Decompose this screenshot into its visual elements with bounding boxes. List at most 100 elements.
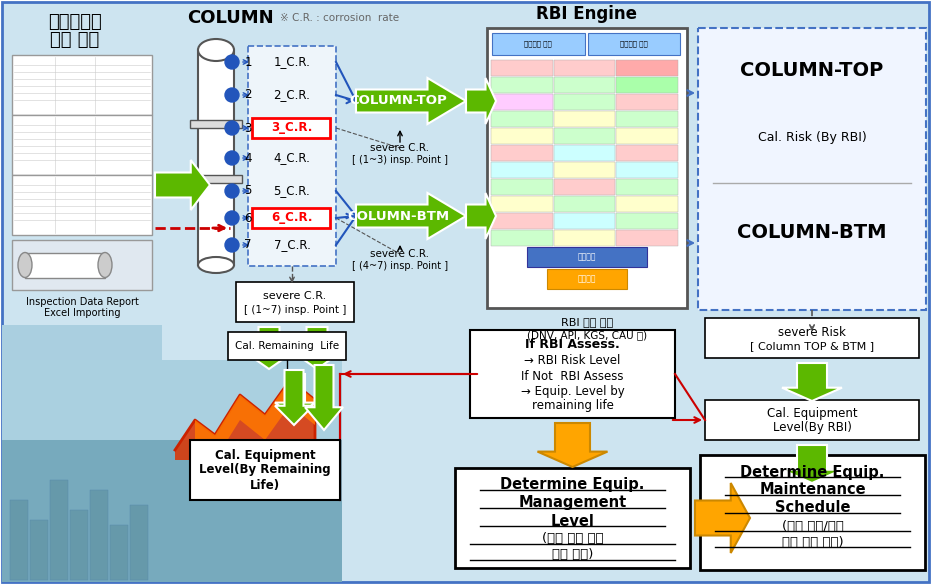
Text: 전산 관리: 전산 관리 (50, 31, 100, 49)
Bar (491, 94, 553, 110)
Bar (130, 505, 148, 580)
Bar (491, 179, 553, 195)
Text: COLUMN-TOP: COLUMN-TOP (740, 61, 884, 79)
Text: Excel Importing: Excel Importing (44, 308, 120, 318)
Circle shape (225, 55, 239, 69)
Bar (491, 162, 553, 178)
Polygon shape (782, 363, 842, 401)
Bar (491, 145, 553, 161)
Text: Life): Life) (250, 478, 280, 492)
Bar (491, 111, 553, 127)
Bar (587, 33, 680, 55)
Text: 2: 2 (244, 89, 251, 102)
Polygon shape (275, 370, 313, 425)
Text: 검사빈도 결정: 검사빈도 결정 (620, 41, 648, 47)
Bar (554, 196, 615, 212)
Bar (616, 94, 678, 110)
Bar (554, 94, 615, 110)
Circle shape (225, 184, 239, 198)
Text: COLUMN-TOP: COLUMN-TOP (349, 95, 447, 107)
Text: Schedule: Schedule (775, 500, 850, 516)
Text: If RBI Assess.: If RBI Assess. (525, 338, 620, 350)
Text: severe C.R.: severe C.R. (371, 143, 429, 153)
Ellipse shape (98, 252, 112, 277)
Text: Level: Level (550, 513, 594, 529)
Circle shape (225, 121, 239, 135)
Bar (616, 230, 678, 246)
Polygon shape (155, 160, 210, 210)
Text: severe Risk: severe Risk (778, 325, 846, 339)
Polygon shape (296, 327, 338, 369)
Bar (12, 115, 152, 175)
Bar (554, 162, 615, 178)
Bar (547, 269, 627, 289)
Bar (554, 179, 615, 195)
Bar (492, 33, 585, 55)
Bar (527, 247, 647, 267)
Text: Level(By RBI): Level(By RBI) (773, 422, 852, 434)
Bar (198, 50, 234, 265)
Bar (491, 77, 553, 93)
Bar (2, 420, 342, 582)
Polygon shape (356, 78, 466, 124)
Text: 2_C.R.: 2_C.R. (274, 89, 310, 102)
Bar (616, 213, 678, 229)
Bar (616, 128, 678, 144)
Bar (50, 480, 68, 580)
Bar (491, 128, 553, 144)
Polygon shape (175, 380, 315, 460)
Bar (90, 490, 108, 580)
Bar (248, 46, 336, 266)
Bar (698, 28, 926, 310)
Text: [ (1~3) insp. Point ]: [ (1~3) insp. Point ] (352, 155, 448, 165)
Bar (12, 175, 152, 235)
Polygon shape (466, 78, 496, 124)
Bar (2, 360, 342, 440)
Text: (최종 설비 관리: (최종 설비 관리 (542, 533, 603, 545)
Text: remaining life: remaining life (532, 399, 614, 412)
Bar (190, 120, 242, 128)
Bar (554, 111, 615, 127)
Bar (487, 28, 687, 308)
Circle shape (225, 151, 239, 165)
Bar (10, 500, 28, 580)
Text: 6_C.R.: 6_C.R. (271, 211, 313, 224)
Bar (491, 213, 553, 229)
Text: severe C.R.: severe C.R. (371, 249, 429, 259)
Bar (491, 60, 553, 76)
Bar (12, 240, 152, 290)
Bar (228, 332, 346, 360)
Bar (554, 60, 615, 76)
Bar (70, 510, 88, 580)
Text: 1_C.R.: 1_C.R. (274, 55, 310, 68)
Bar (554, 128, 615, 144)
Text: Cal. Risk (By RBI): Cal. Risk (By RBI) (758, 131, 867, 144)
Bar (470, 330, 675, 418)
Bar (554, 77, 615, 93)
Bar (252, 208, 330, 228)
Polygon shape (695, 483, 750, 553)
Bar (491, 230, 553, 246)
Bar (616, 77, 678, 93)
Text: [ (1~7) insp. Point ]: [ (1~7) insp. Point ] (244, 305, 346, 315)
Bar (705, 318, 919, 358)
Bar (616, 162, 678, 178)
Text: COLUMN: COLUMN (187, 9, 274, 27)
Bar (700, 455, 925, 570)
Text: Inspection Data Report: Inspection Data Report (25, 297, 139, 307)
Text: Cal. Equipment: Cal. Equipment (767, 408, 857, 420)
Bar (25, 253, 105, 278)
Bar (2, 360, 342, 582)
Polygon shape (537, 423, 608, 467)
Circle shape (225, 238, 239, 252)
Bar (12, 55, 152, 115)
Polygon shape (195, 380, 315, 460)
Text: [ Column TOP & BTM ]: [ Column TOP & BTM ] (750, 341, 874, 351)
Text: If Not  RBI Assess: If Not RBI Assess (521, 370, 624, 383)
Text: 3: 3 (244, 121, 251, 134)
Polygon shape (275, 374, 315, 418)
Text: Cal. Remaining  Life: Cal. Remaining Life (235, 341, 339, 351)
Text: 7_C.R.: 7_C.R. (274, 238, 310, 252)
Bar (616, 179, 678, 195)
Text: Cal. Equipment: Cal. Equipment (215, 449, 316, 461)
